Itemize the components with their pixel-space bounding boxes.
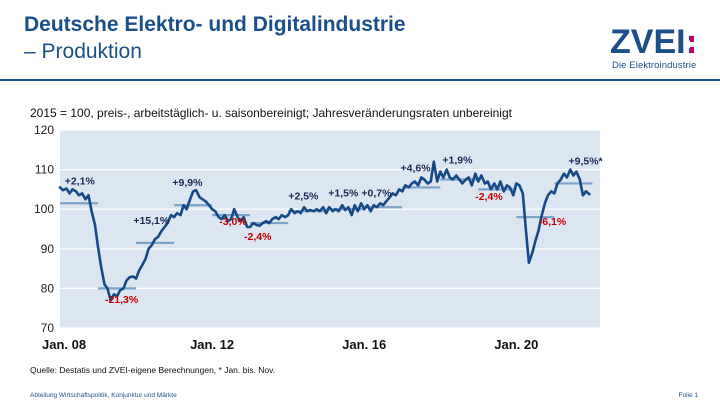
x-tick-label: Jan. 20	[494, 337, 538, 352]
growth-rate-label: -21,3%	[105, 294, 139, 306]
growth-rate-label: +15,1%	[133, 215, 170, 227]
y-tick-label: 70	[41, 321, 55, 335]
growth-rate-label: +0,7%	[361, 188, 392, 200]
y-tick-label: 90	[41, 242, 55, 256]
growth-rate-label: +4,6%	[401, 163, 432, 175]
growth-rate-label: -2,4%	[475, 191, 503, 203]
source-note: Quelle: Destatis und ZVEI-eigene Berechn…	[30, 365, 276, 375]
logo-text: ZVEI:	[610, 23, 697, 61]
growth-rate-label: -6,1%	[539, 216, 567, 228]
y-tick-label: 100	[34, 202, 54, 216]
production-line	[58, 160, 591, 302]
y-tick-label: 120	[34, 123, 54, 137]
header-divider	[0, 79, 720, 81]
zvei-logo: ZVEI:	[610, 23, 697, 61]
growth-rate-label: +2,1%	[65, 175, 96, 187]
logo-accent-bottom	[690, 47, 694, 53]
growth-rate-label: +9,5%*	[568, 155, 603, 167]
x-tick-label: Jan. 16	[342, 337, 386, 352]
chart-container: 120 110 100 90 80 70 Jan. 08 Jan. 12 Jan. 16 Jan.…	[0, 118, 720, 371]
growth-rate-label: -3,0%	[219, 216, 247, 228]
growth-rate-label: +2,5%	[288, 190, 319, 202]
production-chart: 120 110 100 90 80 70 Jan. 08 Jan. 12 Jan. 16 Jan.…	[34, 123, 604, 352]
plot-background	[60, 130, 600, 328]
logo-tagline: Die Elektroindustrie	[612, 60, 697, 71]
chart-subtitle: 2015 = 100, preis-, arbeitstäglich- u. s…	[30, 106, 512, 120]
growth-rate-label: -2,4%	[244, 231, 272, 243]
y-tick-label: 110	[35, 163, 54, 177]
x-tick-label: Jan. 08	[42, 337, 86, 352]
footer-department: Abteilung Wirtschaftspolitik, Konjunktur…	[30, 392, 177, 399]
growth-rate-label: +1,9%	[442, 155, 473, 167]
x-tick-label: Jan. 12	[190, 337, 234, 352]
slide-title: Deutsche Elektro- und Digitalindustrie	[24, 13, 406, 36]
growth-rate-label: +1,5%	[328, 188, 359, 200]
slide-subtitle: – Produktion	[24, 40, 142, 63]
growth-rate-label: +9,9%	[172, 177, 203, 189]
logo-accent-top	[690, 36, 694, 42]
slide-number: Folie 1	[678, 392, 698, 399]
y-tick-label: 80	[41, 281, 55, 295]
